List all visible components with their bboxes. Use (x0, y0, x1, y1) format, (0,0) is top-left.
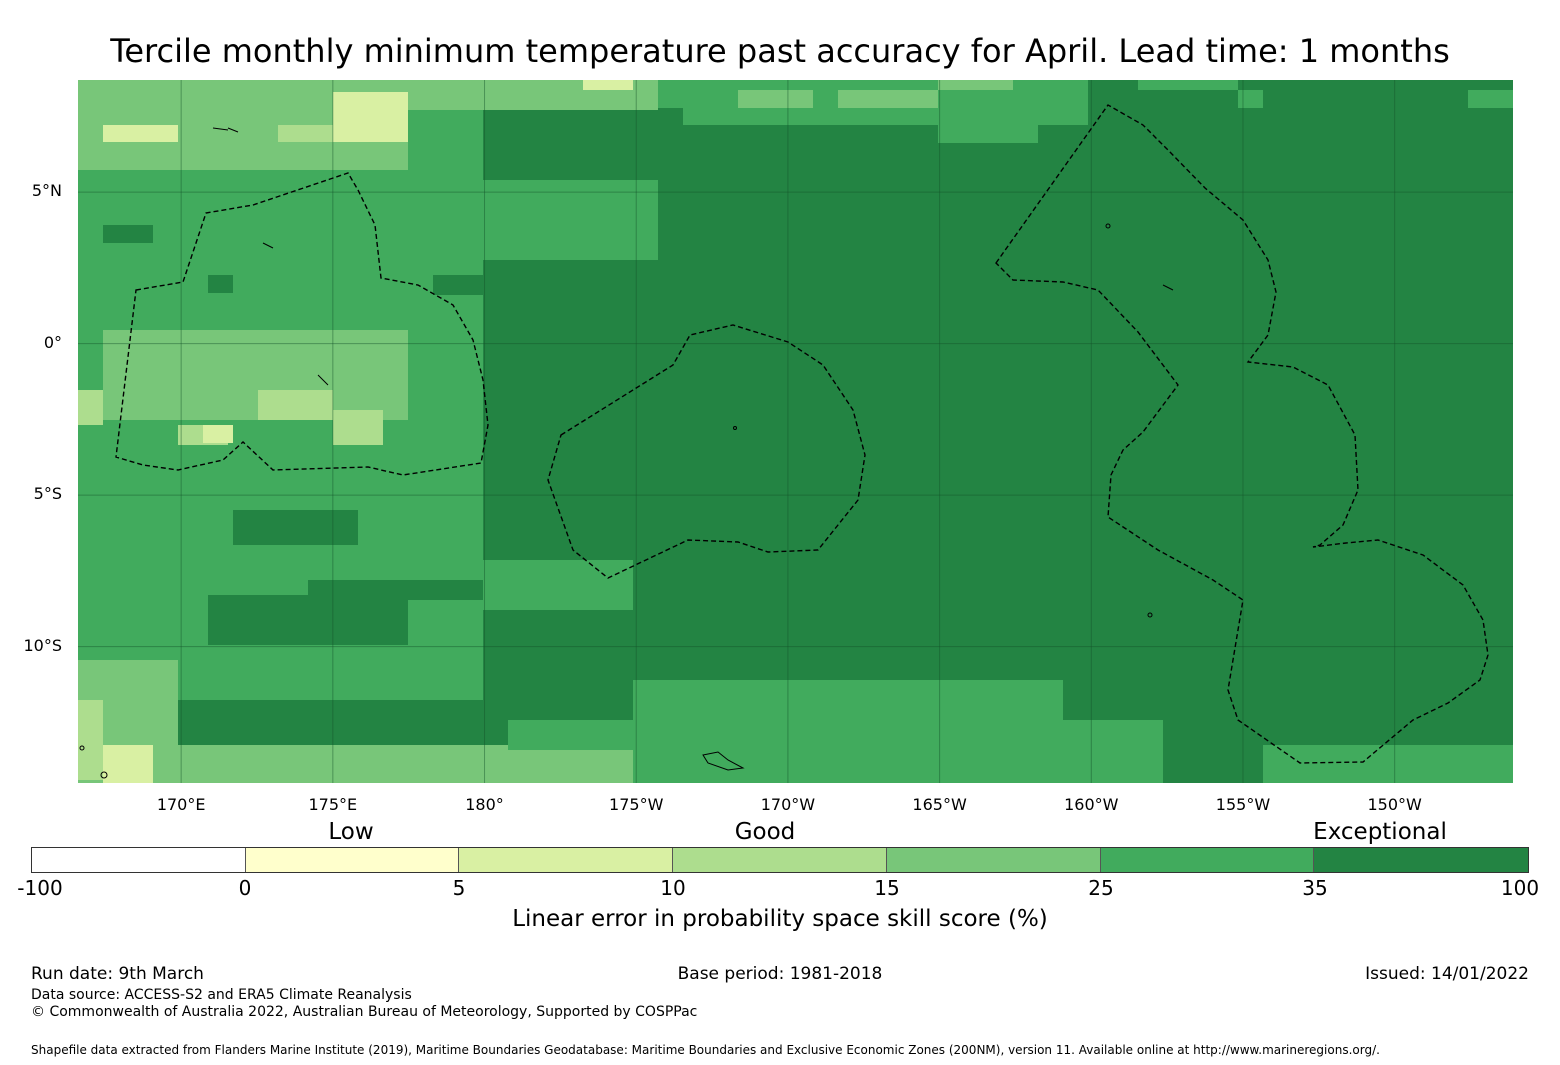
colorbar-tick-label: 25 (1088, 876, 1114, 900)
longitude-tick-label: 175°W (609, 795, 664, 814)
island-coastline (1147, 612, 1153, 618)
colorbar-tick-label: 5 (452, 876, 466, 900)
island-coastline (317, 374, 329, 386)
skill-cell (278, 125, 333, 142)
skill-cell (633, 680, 1063, 783)
skill-cell (103, 745, 153, 783)
gridlines (78, 80, 1513, 783)
eez-boundaries (115, 104, 1489, 764)
colorbar-segment (1100, 848, 1315, 872)
colorbar-tick-label: 35 (1302, 876, 1328, 900)
base-period: Base period: 1981-2018 (677, 964, 883, 984)
legend-label-low: Low (328, 819, 374, 845)
skill-cell (1238, 90, 1263, 108)
latitude-tick-label: 5°N (31, 181, 62, 201)
skill-cell (483, 560, 633, 610)
longitude-tick-label: 175°E (308, 795, 358, 814)
longitude-tick-label: 165°W (912, 795, 967, 814)
skill-cell (333, 410, 383, 445)
island-coastline (100, 771, 108, 779)
colorbar-segment (1314, 848, 1529, 872)
skill-cell (558, 195, 658, 245)
copyright: © Commonwealth of Australia 2022, Austra… (31, 1004, 698, 1020)
island-coastline (212, 127, 229, 131)
longitude-tick-label: 160°W (1064, 795, 1119, 814)
skill-cell (233, 510, 358, 545)
skill-cell (203, 425, 233, 443)
latitude-tick-label: 10°S (23, 635, 62, 655)
colorbar-segment (459, 848, 674, 872)
latitude-tick-label: 5°S (33, 484, 62, 504)
island-coastline (227, 127, 239, 133)
longitude-tick-label: 150°W (1367, 795, 1422, 814)
island-coastline (1105, 223, 1111, 229)
skill-cell (1063, 720, 1163, 783)
eez-boundary-line-islands (995, 104, 1489, 764)
latitude-tick-label: 0° (43, 332, 62, 352)
skill-cell (78, 700, 103, 780)
skill-cell (433, 275, 483, 295)
longitude-tick-label: 170°E (156, 795, 206, 814)
skill-cell (1138, 80, 1238, 90)
skill-cell (103, 225, 153, 243)
skill-cell (78, 390, 103, 425)
skill-cell (178, 745, 658, 783)
skill-cell (658, 108, 683, 163)
issued-date: Issued: 14/01/2022 (1365, 964, 1529, 984)
skill-score-map (78, 80, 1513, 783)
skill-cell (103, 125, 178, 142)
skill-cell (333, 92, 408, 142)
colorbar-tick-label: 10 (660, 876, 686, 900)
colorbar-tick-label: 100 (1500, 876, 1540, 900)
colorbar-tick-label: 0 (238, 876, 252, 900)
skill-cell (583, 80, 633, 90)
colorbar-segment (886, 848, 1101, 872)
skill-cell (738, 90, 813, 108)
legend-label-good: Good (734, 819, 796, 845)
island-coastline (1162, 284, 1174, 291)
colorbar-tick-label: 15 (874, 876, 900, 900)
eez-boundary-phoenix-islands (547, 324, 866, 579)
island-coastline (79, 745, 85, 751)
skill-cell (308, 580, 483, 600)
shapefile-credit: Shapefile data extracted from Flanders M… (31, 1043, 1380, 1057)
skill-cell (938, 108, 1038, 143)
skill-cell (103, 330, 408, 420)
legend-label-exceptional: Exceptional (1313, 819, 1447, 845)
run-date: Run date: 9th March (31, 964, 204, 984)
skill-cell (208, 275, 233, 293)
colorbar (31, 847, 1529, 873)
island-coastlines (79, 127, 1174, 779)
colorbar-tick-label: -100 (17, 876, 63, 900)
data-source: Data source: ACCESS-S2 and ERA5 Climate … (31, 987, 412, 1003)
colorbar-segment (245, 848, 460, 872)
skill-cell (258, 390, 333, 420)
skill-cell (208, 595, 408, 645)
longitude-tick-label: 155°W (1215, 795, 1271, 814)
skill-cell (1263, 745, 1513, 783)
colorbar-segment (673, 848, 887, 872)
longitude-tick-label: 180° (465, 795, 504, 814)
skill-cell (1468, 90, 1513, 108)
island-coastline (733, 426, 737, 430)
island-coastline (702, 751, 745, 771)
map-title: Tercile monthly minimum temperature past… (110, 32, 1450, 70)
colorbar-segment (32, 848, 246, 872)
longitude-tick-label: 170°W (760, 795, 816, 814)
island-coastline (262, 242, 274, 249)
colorbar-label: Linear error in probability space skill … (512, 906, 1048, 932)
skill-patches (78, 80, 1513, 783)
skill-cell (838, 90, 938, 108)
skill-cell (938, 80, 1013, 90)
eez-boundary-kiribati-gilbert (115, 172, 489, 476)
